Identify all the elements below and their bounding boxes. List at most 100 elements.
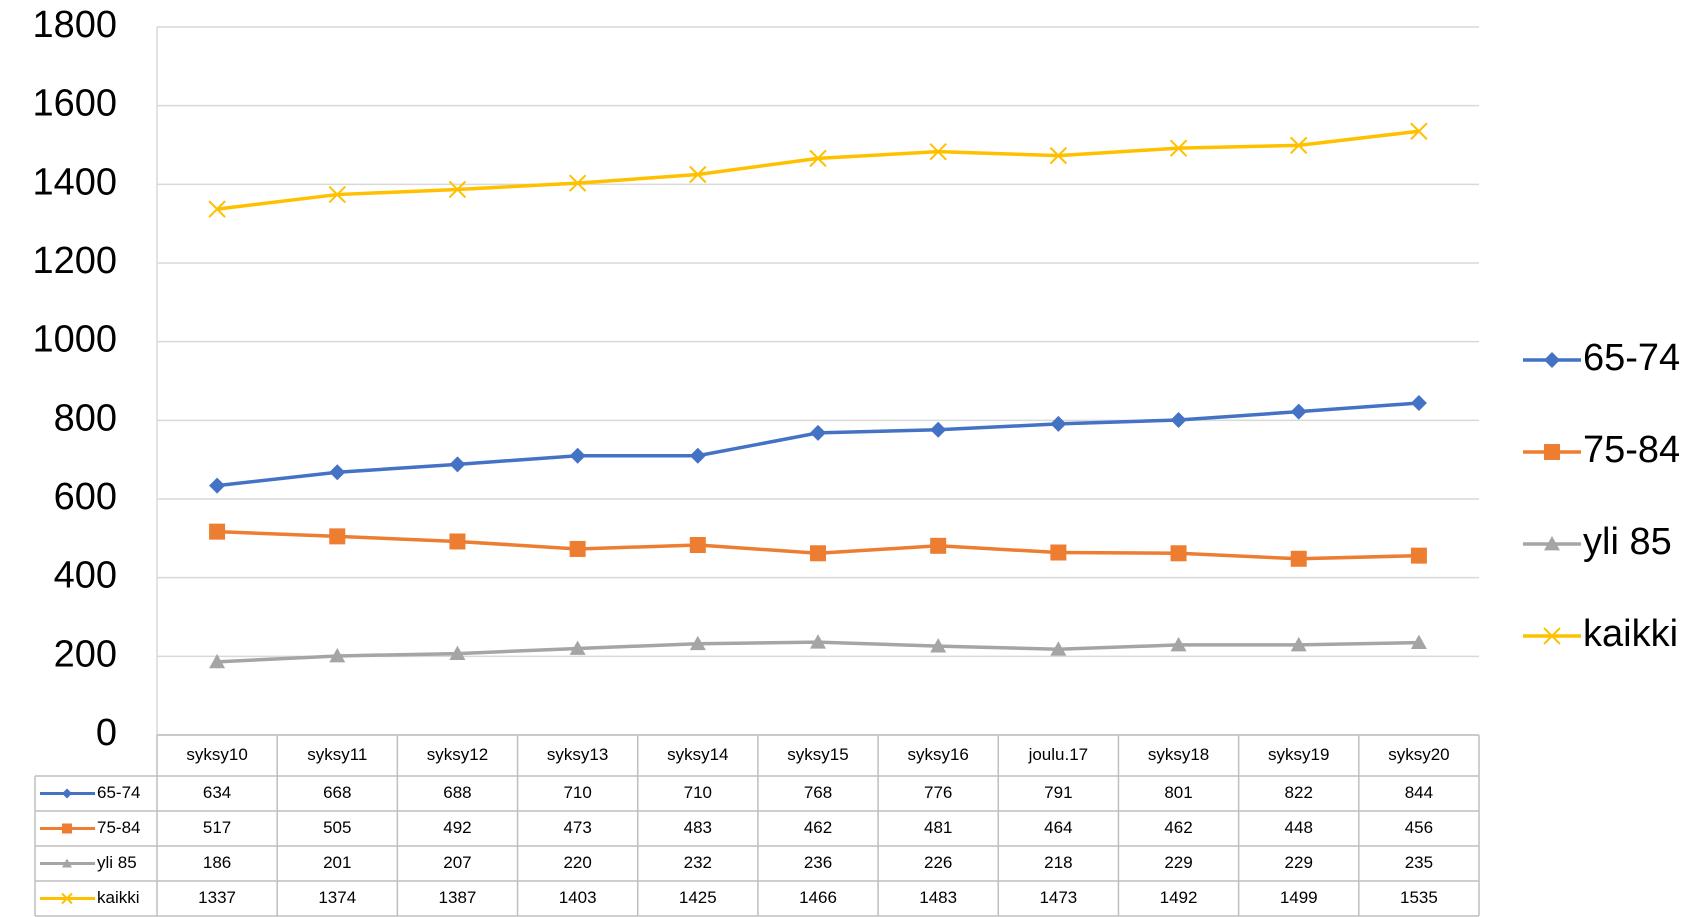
legend-label: kaikki: [1583, 613, 1678, 655]
table-cell: 801: [1164, 783, 1192, 802]
marker: [929, 142, 947, 161]
marker: [1544, 444, 1560, 460]
table-cell: 1499: [1280, 888, 1318, 907]
table-cell: 226: [924, 853, 952, 872]
table-cell: 1403: [559, 888, 597, 907]
table-series-name: 65-74: [97, 783, 140, 802]
table-series-name: kaikki: [97, 888, 140, 907]
table-cell: 229: [1285, 853, 1313, 872]
legend-label: 65-74: [1583, 337, 1680, 379]
marker: [62, 788, 72, 799]
marker: [62, 823, 72, 834]
marker: [1290, 403, 1307, 420]
marker: [1410, 634, 1427, 649]
table-cell: 462: [804, 818, 832, 837]
marker: [61, 892, 73, 905]
series-line: [216, 401, 1420, 488]
x-tick-label: syksy16: [907, 745, 968, 764]
table-cell: 668: [323, 783, 351, 802]
table-cell: 218: [1044, 853, 1072, 872]
y-tick-label: 1200: [32, 240, 117, 282]
table-cell: 462: [1164, 818, 1192, 837]
marker: [810, 634, 826, 649]
series-line: [216, 129, 1420, 211]
table-cell: 235: [1405, 853, 1433, 872]
marker: [209, 653, 226, 669]
marker: [1050, 415, 1067, 432]
y-tick-label: 200: [54, 633, 117, 675]
marker: [1290, 136, 1308, 155]
table-series-name: 75-84: [97, 818, 140, 837]
marker: [569, 447, 586, 464]
legend-label: 75-84: [1583, 429, 1680, 471]
marker: [689, 537, 706, 554]
marker: [1544, 536, 1560, 551]
table-cell: 464: [1044, 818, 1072, 837]
x-tick-label: syksy18: [1148, 745, 1209, 764]
y-tick-label: 1400: [32, 161, 117, 203]
marker: [1290, 550, 1307, 567]
x-tick-label: syksy13: [547, 745, 608, 764]
y-tick-label: 1000: [32, 319, 117, 361]
marker: [208, 200, 226, 218]
marker: [930, 537, 947, 554]
table-cell: 710: [563, 783, 591, 802]
table-cell: 473: [563, 818, 591, 837]
marker: [329, 464, 346, 481]
table-cell: 1387: [439, 888, 477, 907]
table-cell: 1473: [1039, 888, 1077, 907]
y-tick-label: 0: [96, 712, 117, 754]
marker: [930, 638, 947, 653]
table-cell: 1374: [318, 888, 356, 907]
table-cell: 505: [323, 818, 351, 837]
marker: [1049, 146, 1068, 165]
x-tick-label: syksy10: [186, 745, 247, 764]
marker: [1170, 411, 1187, 428]
marker: [449, 456, 466, 473]
x-tick-label: syksy15: [787, 745, 848, 764]
marker: [1410, 395, 1427, 412]
table-cell: 776: [924, 783, 952, 802]
marker: [1050, 544, 1067, 561]
table-cell: 186: [203, 853, 231, 872]
table-cell: 481: [924, 818, 952, 837]
table-cell: 768: [804, 783, 832, 802]
table-cell: 710: [684, 783, 712, 802]
marker: [569, 540, 586, 557]
table-cell: 1483: [919, 888, 957, 907]
table-cell: 791: [1044, 783, 1072, 802]
marker: [329, 528, 346, 545]
marker: [448, 180, 467, 199]
marker: [449, 533, 466, 550]
y-tick-label: 600: [54, 476, 117, 518]
marker: [1170, 545, 1187, 562]
table-cell: 232: [684, 853, 712, 872]
table-cell: 1492: [1160, 888, 1198, 907]
marker: [930, 421, 947, 438]
marker: [809, 149, 827, 168]
marker: [1543, 627, 1561, 645]
marker: [1544, 352, 1560, 368]
x-tick-label: syksy19: [1268, 745, 1329, 764]
y-tick-label: 400: [54, 555, 117, 597]
marker: [449, 645, 466, 660]
y-tick-label: 1800: [32, 4, 117, 46]
table-cell: 1466: [799, 888, 837, 907]
marker: [209, 477, 226, 494]
marker: [689, 165, 707, 184]
table-cell: 483: [684, 818, 712, 837]
x-tick-label: syksy14: [667, 745, 728, 764]
table-cell: 201: [323, 853, 351, 872]
table-cell: 1337: [198, 888, 236, 907]
marker: [62, 858, 72, 868]
table-cell: 492: [443, 818, 471, 837]
marker: [1290, 636, 1307, 652]
table-cell: 844: [1405, 783, 1433, 802]
table-cell: 822: [1285, 783, 1313, 802]
table-cell: 1535: [1400, 888, 1438, 907]
table-cell: 517: [203, 818, 231, 837]
legend-label: yli 85: [1583, 521, 1672, 563]
table-cell: 236: [804, 853, 832, 872]
y-tick-label: 800: [54, 397, 117, 439]
